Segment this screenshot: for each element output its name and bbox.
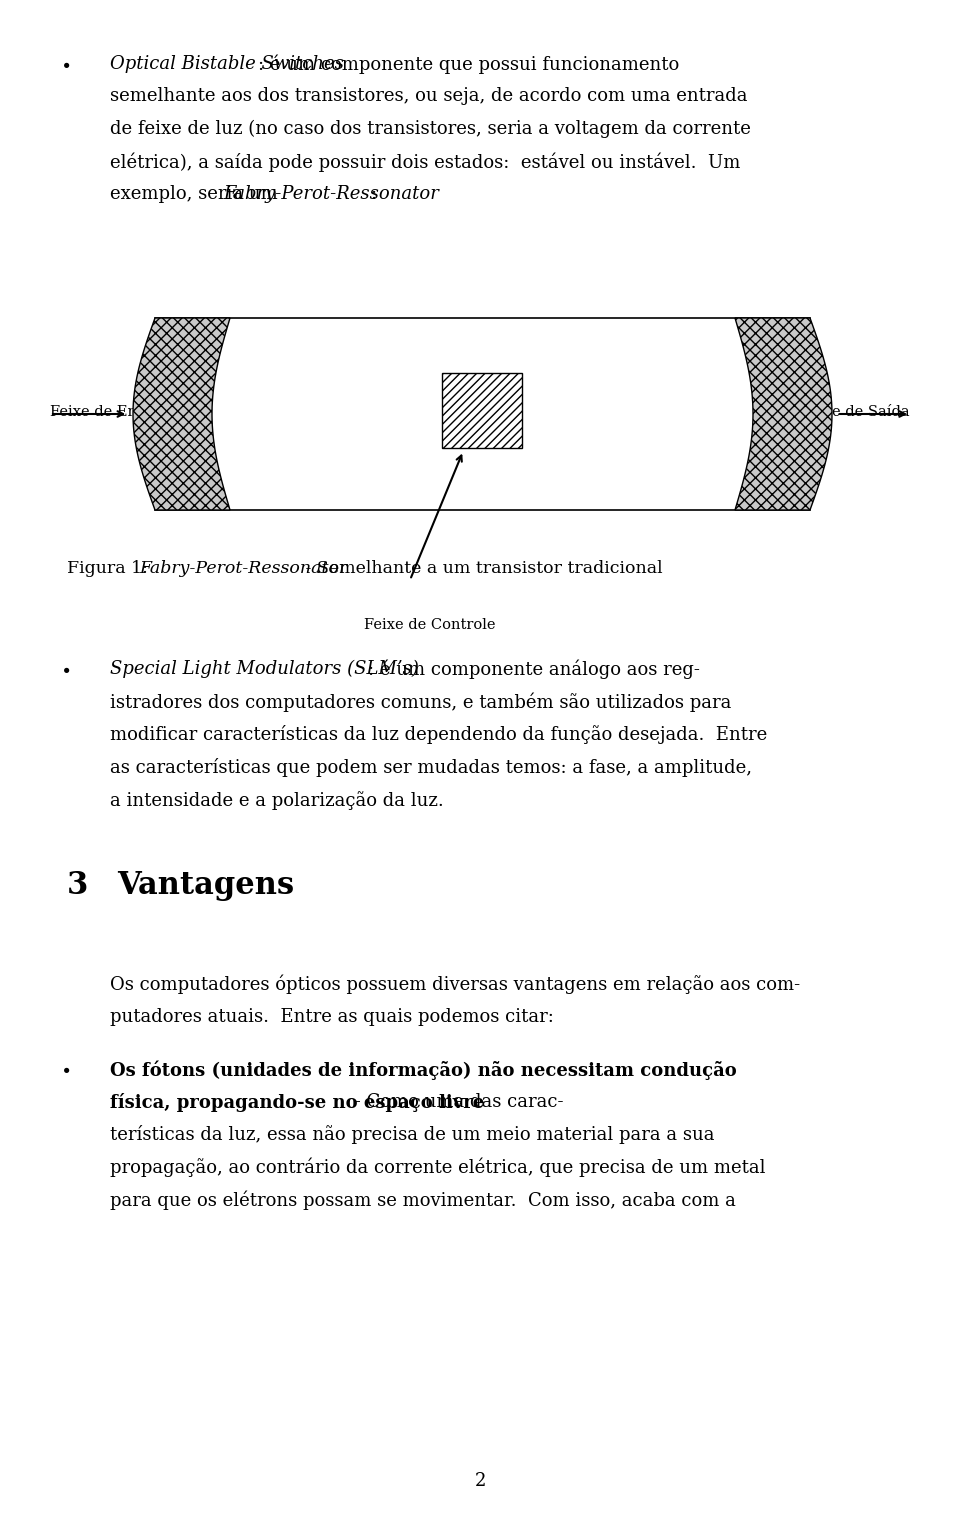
Text: Os computadores ópticos possuem diversas vantagens em relação aos com-: Os computadores ópticos possuem diversas…: [110, 975, 801, 994]
Polygon shape: [133, 317, 230, 510]
Text: :: :: [371, 185, 376, 203]
Text: 2: 2: [474, 1472, 486, 1491]
Text: Feixe de Saída: Feixe de Saída: [802, 405, 910, 419]
Text: $\bullet$: $\bullet$: [60, 1060, 70, 1078]
Polygon shape: [735, 317, 832, 510]
Text: exemplo, seria um: exemplo, seria um: [110, 185, 284, 203]
Text: Optical Bistable Switches: Optical Bistable Switches: [110, 55, 345, 73]
Text: para que os elétrons possam se movimentar.  Com isso, acaba com a: para que os elétrons possam se movimenta…: [110, 1190, 736, 1210]
Text: Fabry-Perot-Ressonator: Fabry-Perot-Ressonator: [224, 185, 440, 203]
Text: : é um componente que possui funcionamento: : é um componente que possui funcionamen…: [257, 55, 679, 74]
Bar: [155, 317, 810, 510]
Text: - Semelhante a um transistor tradicional: - Semelhante a um transistor tradicional: [300, 560, 663, 577]
Text: terísticas da luz, essa não precisa de um meio material para a sua: terísticas da luz, essa não precisa de u…: [110, 1125, 715, 1145]
Text: : é um componente análogo aos reg-: : é um componente análogo aos reg-: [368, 660, 700, 680]
Text: propagação, ao contrário da corrente elétrica, que precisa de um metal: propagação, ao contrário da corrente elé…: [110, 1158, 766, 1178]
Text: putadores atuais.  Entre as quais podemos citar:: putadores atuais. Entre as quais podemos…: [110, 1008, 554, 1026]
Text: elétrica), a saída pode possuir dois estados:  estável ou instável.  Um: elétrica), a saída pode possuir dois est…: [110, 152, 741, 172]
Text: modificar características da luz dependendo da função desejada.  Entre: modificar características da luz depende…: [110, 726, 768, 744]
Text: istradores dos computadores comuns, e também são utilizados para: istradores dos computadores comuns, e ta…: [110, 692, 732, 712]
Text: a intensidade e a polarização da luz.: a intensidade e a polarização da luz.: [110, 791, 444, 809]
Text: Figura 1:: Figura 1:: [67, 560, 154, 577]
Text: $\bullet$: $\bullet$: [60, 660, 70, 679]
Text: 3: 3: [67, 870, 88, 902]
Text: Os fótons (unidades de informação) não necessitam condução: Os fótons (unidades de informação) não n…: [110, 1060, 737, 1079]
Text: as características que podem ser mudadas temos: a fase, a amplitude,: as características que podem ser mudadas…: [110, 757, 753, 777]
Text: de feixe de luz (no caso dos transistores, seria a voltagem da corrente: de feixe de luz (no caso dos transistore…: [110, 120, 752, 138]
Text: Fabry-Perot-Ressonator: Fabry-Perot-Ressonator: [139, 560, 348, 577]
Text: Vantagens: Vantagens: [117, 870, 295, 902]
Text: física, propagando-se no espaço livre: física, propagando-se no espaço livre: [110, 1093, 485, 1111]
Text: - Como uma das carac-: - Como uma das carac-: [349, 1093, 564, 1111]
Text: semelhante aos dos transistores, ou seja, de acordo com uma entrada: semelhante aos dos transistores, ou seja…: [110, 87, 748, 105]
Text: Feixe de Controle: Feixe de Controle: [364, 618, 495, 631]
Text: $\bullet$: $\bullet$: [60, 55, 70, 73]
Text: Feixe de Entrada: Feixe de Entrada: [50, 405, 177, 419]
Bar: [443, 373, 522, 448]
Text: Special Light Modulators (SLM’s): Special Light Modulators (SLM’s): [110, 660, 420, 679]
